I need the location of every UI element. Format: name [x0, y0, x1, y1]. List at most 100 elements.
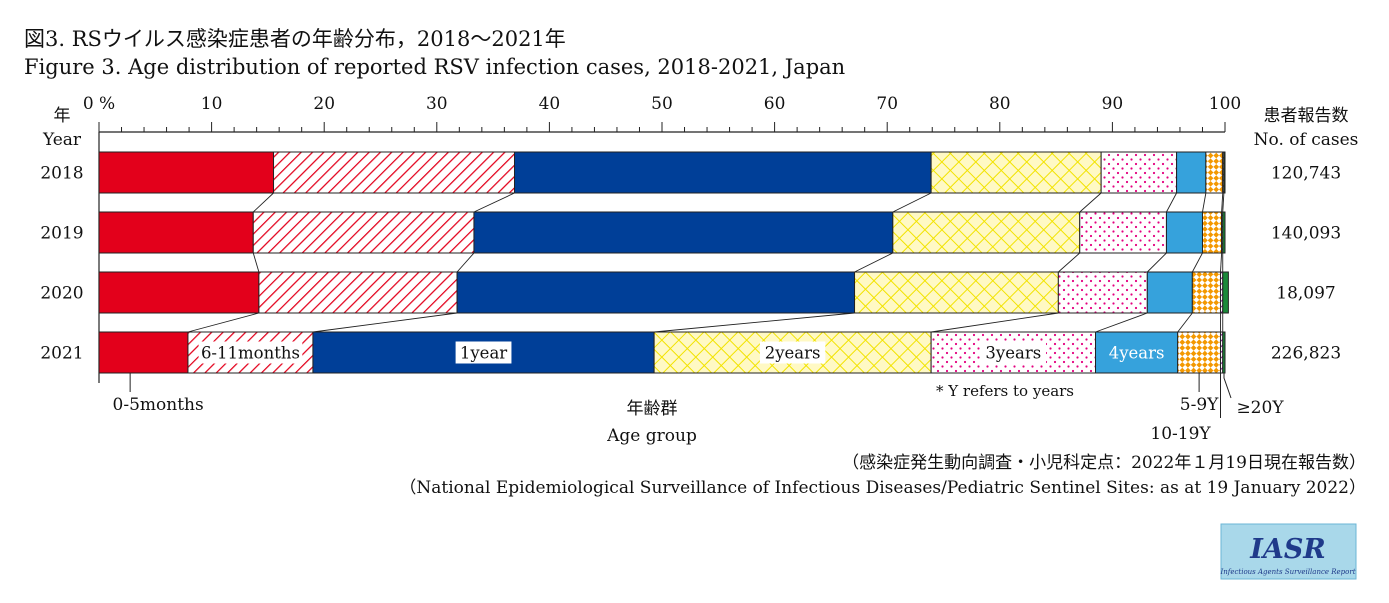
- x-tick-label: 100: [1209, 94, 1241, 114]
- bars: [98, 151, 1229, 374]
- bar-segment: [1176, 151, 1207, 194]
- bar-segment: [892, 211, 1081, 254]
- label-bg: [198, 341, 303, 364]
- connector-line: [252, 252, 260, 273]
- x-tick-label: 30: [426, 94, 448, 114]
- connector-line: [854, 252, 894, 273]
- logo-main: IASR: [1249, 534, 1326, 565]
- leader-line: [1223, 373, 1232, 399]
- bar-segment: [1222, 271, 1229, 314]
- connector-line: [654, 312, 855, 333]
- bar-segment: [854, 271, 1059, 314]
- right-header-en: No. of cases: [1254, 130, 1359, 150]
- case-count: 140,093: [1271, 224, 1341, 244]
- bar-segment: [1165, 211, 1203, 254]
- case-count: 226,823: [1271, 344, 1341, 364]
- right-header-ja: 患者報告数: [1264, 106, 1349, 126]
- bar-segment: [98, 271, 260, 314]
- x-tick-label: 50: [651, 94, 673, 114]
- x-tick-label: 40: [539, 94, 561, 114]
- segment-label: ≥20Y: [1236, 398, 1284, 418]
- annotation: * Y refers to years: [936, 382, 1074, 400]
- connector-line: [312, 312, 458, 333]
- bar-segment: [1177, 331, 1221, 374]
- segment-label: 5-9Y: [1180, 395, 1219, 415]
- connector-line: [456, 252, 475, 273]
- bar-segment: [1205, 151, 1224, 194]
- year-label: 2018: [40, 164, 83, 184]
- segment-label: 3years: [985, 344, 1041, 363]
- chart-title-en: Figure 3. Age distribution of reported R…: [24, 55, 845, 79]
- bar-segment: [1223, 151, 1226, 194]
- connector-line: [1079, 192, 1102, 213]
- segment-labels: 2018 120,743 2019 140,093 2020 18,097 2021 226,…: [40, 164, 1341, 445]
- x-axis: 0 % 10 20 30 40 50 60 70 80 90 100: [83, 94, 1241, 383]
- segment-label: 2years: [765, 344, 821, 363]
- bar-segment: [1100, 151, 1178, 194]
- bar-segment: [1222, 331, 1226, 374]
- segment-label: 10-19Y: [1150, 424, 1211, 444]
- bar-segment: [98, 151, 275, 194]
- bar-segment: [930, 151, 1102, 194]
- source-en: （National Epidemiological Surveillance o…: [399, 478, 1366, 498]
- bar-segment: [98, 211, 254, 254]
- x-tick-label: 90: [1102, 94, 1124, 114]
- case-count: 18,097: [1276, 284, 1335, 304]
- logo-sub: Infectious Agents Surveillance Report: [1219, 568, 1355, 576]
- connector-lines: [187, 192, 1225, 333]
- x-tick-label: 20: [313, 94, 335, 114]
- case-count: 120,743: [1271, 164, 1341, 184]
- bar-segment: [1057, 271, 1148, 314]
- label-bg: [759, 341, 826, 364]
- segment-label: 6-11months: [201, 344, 300, 363]
- chart-title-ja: 図3. RSウイルス感染症患者の年齢分布，2018〜2021年: [24, 27, 566, 51]
- y-label-en: Year: [42, 130, 82, 150]
- connector-line: [1177, 312, 1193, 333]
- x-tick-label: 60: [764, 94, 786, 114]
- connector-line: [1146, 252, 1167, 273]
- x-tick-label: 80: [989, 94, 1011, 114]
- bar-segment: [1222, 211, 1226, 254]
- source-ja: （感染症発生動向調査・小児科定点：2022年１月19日現在報告数）: [842, 453, 1366, 473]
- connector-line: [1202, 192, 1207, 213]
- x-tick-label: 70: [876, 94, 898, 114]
- bar-segment: [98, 331, 189, 374]
- bar-segment: [456, 271, 856, 314]
- connector-line: [1095, 312, 1148, 333]
- segment-label: 1year: [460, 344, 507, 363]
- connector-line: [931, 312, 1059, 333]
- x-label-ja: 年齢群: [627, 399, 678, 419]
- bar-segment: [1079, 211, 1167, 254]
- y-label-ja: 年: [54, 106, 71, 126]
- connector-line: [1220, 252, 1223, 273]
- connector-line: [1058, 252, 1081, 273]
- x-tick-label: 10: [201, 94, 223, 114]
- bar-segment: [252, 211, 475, 254]
- connector-line: [252, 192, 274, 213]
- x-label-en: Age group: [606, 426, 697, 446]
- year-label: 2021: [40, 344, 83, 364]
- bar-segment: [513, 151, 932, 194]
- year-label: 2020: [40, 284, 83, 304]
- connector-line: [1166, 192, 1177, 213]
- bar-segment: [473, 211, 894, 254]
- connector-line: [1222, 192, 1225, 213]
- bar-segment: [1146, 271, 1193, 314]
- iasr-logo: IASR Infectious Agents Surveillance Repo…: [1219, 523, 1357, 580]
- connector-line: [187, 312, 260, 333]
- year-label: 2019: [40, 224, 83, 244]
- bar-segment: [1191, 271, 1221, 314]
- segment-label: 4years: [1109, 344, 1165, 363]
- segment-label: 0-5months: [113, 395, 204, 415]
- label-bg: [455, 341, 512, 364]
- bar-segment: [1095, 331, 1179, 374]
- bar-segment: [273, 151, 515, 194]
- bar-segment: [1201, 211, 1223, 254]
- x-tick-label: 0 %: [83, 94, 115, 114]
- connector-line: [1191, 252, 1203, 273]
- connector-line: [892, 192, 932, 213]
- connector-line: [473, 192, 515, 213]
- connector-line: [1221, 192, 1224, 213]
- label-bg: [980, 341, 1047, 364]
